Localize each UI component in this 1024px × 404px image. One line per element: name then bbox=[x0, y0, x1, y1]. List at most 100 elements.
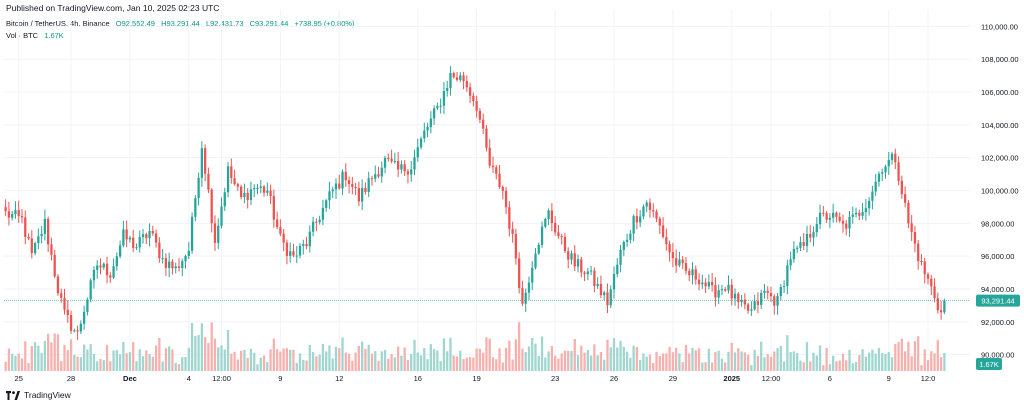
volume-bar bbox=[903, 351, 907, 371]
volume-bar bbox=[845, 360, 848, 371]
volume-bar bbox=[69, 339, 73, 371]
volume-bar bbox=[79, 357, 83, 371]
volume-bar bbox=[704, 362, 707, 371]
candle-body bbox=[465, 81, 468, 88]
volume-bar bbox=[442, 338, 446, 371]
volume-label[interactable]: Vol · BTC bbox=[6, 31, 39, 40]
candle-body bbox=[632, 216, 635, 234]
footer-brand[interactable]: TradingView bbox=[6, 390, 71, 400]
candle-body bbox=[756, 301, 760, 305]
candle-body bbox=[4, 207, 7, 212]
volume-bar bbox=[635, 346, 639, 371]
time-tick-label: 25 bbox=[15, 374, 23, 383]
candle-body bbox=[665, 237, 668, 244]
volume-bar bbox=[714, 351, 717, 371]
volume-bar bbox=[161, 361, 164, 371]
volume-bar bbox=[671, 352, 675, 371]
volume-bar bbox=[851, 363, 854, 371]
candle-body bbox=[243, 192, 246, 198]
volume-bar bbox=[177, 364, 181, 371]
volume-bar bbox=[917, 336, 920, 371]
candle-body bbox=[236, 184, 240, 187]
candle-body bbox=[92, 269, 96, 281]
candle-body bbox=[639, 216, 642, 223]
volume-bar bbox=[498, 348, 501, 371]
volume-bar bbox=[40, 352, 43, 371]
price-tick-label: 94,000.00 bbox=[981, 285, 1014, 294]
candle-body bbox=[583, 272, 586, 275]
volume-bar bbox=[688, 353, 691, 371]
candle-body bbox=[841, 220, 845, 224]
candle-body bbox=[69, 315, 73, 331]
candle-body bbox=[20, 216, 24, 218]
candle-body bbox=[138, 237, 141, 248]
volume-bar bbox=[619, 340, 622, 371]
time-axis[interactable]: 25 28 Dec 4 12:00 9 12 16 19 23 26 29 2025 12:00 6 9 12:… bbox=[15, 374, 936, 383]
volume-bar bbox=[318, 354, 321, 371]
candle-body bbox=[184, 255, 187, 262]
candle-body bbox=[158, 242, 161, 259]
volume-bar bbox=[766, 354, 769, 371]
volume-bar bbox=[675, 347, 678, 371]
candle-body bbox=[881, 172, 884, 174]
volume-row: Vol · BTC 1.67K bbox=[6, 30, 359, 42]
candle-body bbox=[413, 157, 416, 170]
volume-bar bbox=[135, 361, 138, 371]
volume-bar bbox=[537, 355, 540, 371]
symbol-label[interactable]: Bitcoin / TetherUS, 4h, Binance bbox=[6, 19, 110, 28]
volume-bar bbox=[132, 342, 135, 371]
volume-bar bbox=[475, 348, 478, 371]
price-axis[interactable]: 110,000.00 108,000.00 106,000.00 104,000.00… bbox=[981, 22, 1019, 359]
candle-body bbox=[740, 299, 743, 303]
volume-bar bbox=[737, 348, 740, 371]
candle-body bbox=[105, 263, 109, 276]
candle-body bbox=[446, 88, 449, 92]
volume-bar bbox=[563, 350, 567, 371]
volume-bar bbox=[818, 345, 822, 371]
candle-body bbox=[410, 169, 413, 175]
volume-bar bbox=[753, 349, 756, 371]
candle-body bbox=[629, 233, 632, 240]
volume-bar bbox=[400, 355, 403, 371]
volume-bar bbox=[364, 348, 367, 371]
volume-bar bbox=[118, 354, 122, 371]
candle-body bbox=[285, 242, 289, 256]
candle-body bbox=[168, 261, 171, 268]
volume-bar bbox=[890, 357, 894, 371]
candle-body bbox=[24, 217, 27, 237]
candle-body bbox=[861, 212, 864, 216]
volume-bar bbox=[275, 349, 279, 371]
candle-body bbox=[550, 210, 554, 224]
candle-body bbox=[668, 243, 671, 253]
volume-bar bbox=[20, 358, 24, 371]
volume-bar bbox=[661, 353, 665, 371]
volume-bar bbox=[82, 344, 86, 371]
volume-bar bbox=[485, 337, 488, 371]
volume-bar bbox=[439, 361, 442, 371]
candle-body bbox=[279, 227, 282, 234]
time-tick-label: 9 bbox=[278, 374, 282, 383]
time-tick-label: 26 bbox=[610, 374, 618, 383]
volume-bar bbox=[573, 338, 576, 371]
candle-body bbox=[936, 298, 939, 311]
volume-bar bbox=[367, 344, 370, 371]
candle-body bbox=[468, 87, 472, 96]
volume-bar bbox=[50, 342, 53, 371]
volume-bar bbox=[230, 353, 233, 371]
time-tick-label: 23 bbox=[551, 374, 559, 383]
volume-bar bbox=[207, 343, 210, 371]
volume-bar bbox=[701, 362, 704, 371]
volume-bar bbox=[727, 351, 730, 371]
candle-body bbox=[645, 202, 648, 207]
volume-bar bbox=[550, 346, 554, 371]
candle-body bbox=[109, 275, 112, 278]
volume-bar bbox=[730, 342, 733, 371]
candle-body bbox=[334, 183, 338, 190]
volume-bar bbox=[900, 338, 903, 371]
volume-bar bbox=[272, 338, 275, 371]
volume-bar bbox=[374, 351, 377, 371]
candle-body bbox=[737, 293, 740, 303]
volume-bar bbox=[652, 363, 655, 371]
volume-bar bbox=[504, 347, 508, 371]
